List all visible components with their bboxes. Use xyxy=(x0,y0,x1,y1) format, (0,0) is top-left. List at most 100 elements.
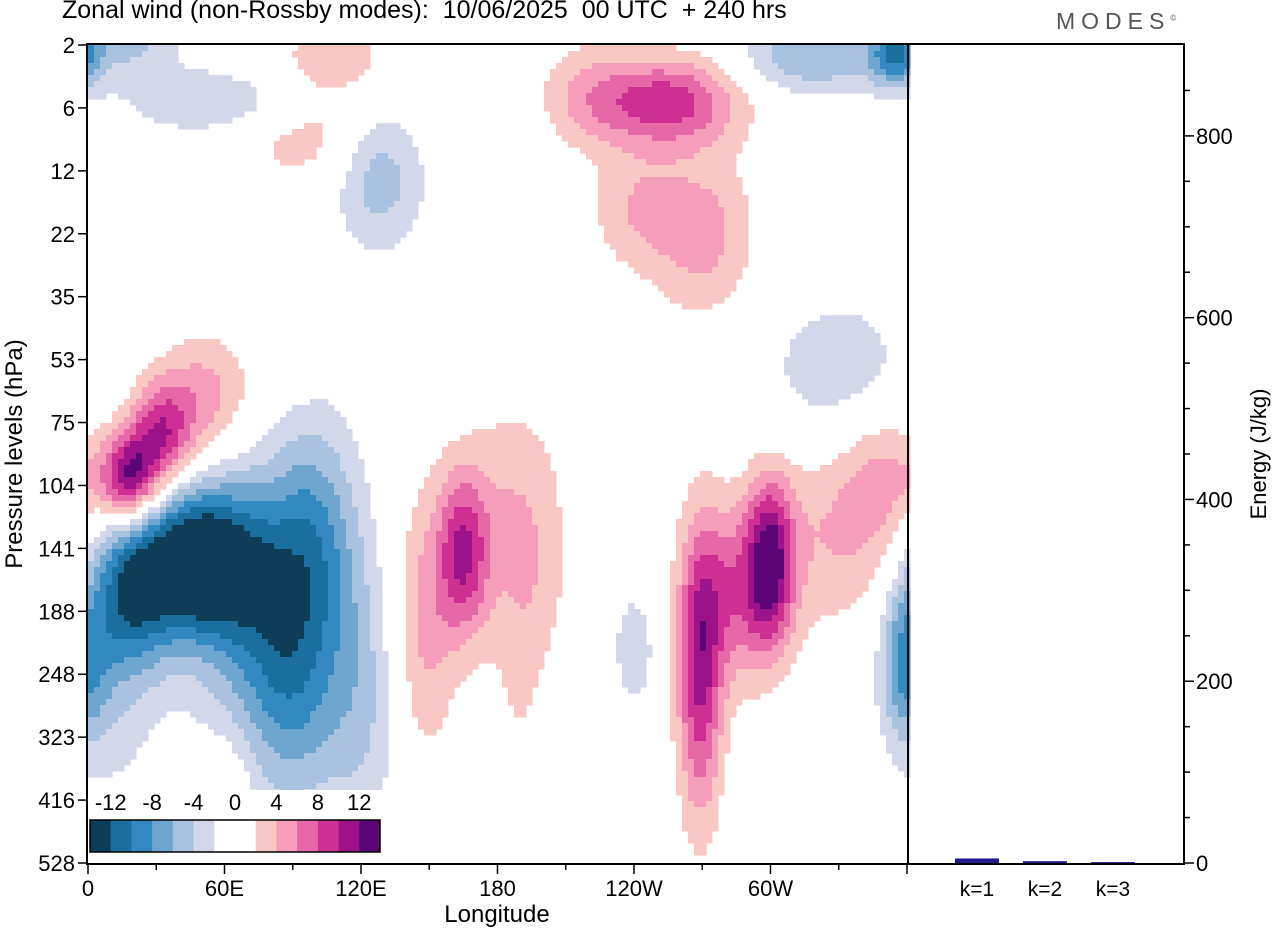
heatmap-cell xyxy=(616,117,623,124)
heatmap-cell xyxy=(304,147,311,154)
heatmap-cell xyxy=(130,465,137,472)
heatmap-cell xyxy=(358,225,365,232)
heatmap-cell xyxy=(310,585,317,592)
heatmap-cell xyxy=(304,45,311,52)
heatmap-cell xyxy=(478,513,485,520)
heatmap-cell xyxy=(628,141,635,148)
heatmap-cell xyxy=(190,363,197,370)
heatmap-cell xyxy=(586,153,593,160)
heatmap-cell xyxy=(274,501,281,508)
heatmap-cell xyxy=(166,351,173,358)
heatmap-cell xyxy=(352,201,359,208)
heatmap-cell xyxy=(862,345,869,352)
heatmap-cell xyxy=(370,567,377,574)
heatmap-cell xyxy=(754,543,761,550)
heatmap-cell xyxy=(868,573,875,580)
heatmap-cell xyxy=(118,405,125,412)
heatmap-cell xyxy=(178,507,185,514)
heatmap-cell xyxy=(232,519,239,526)
heatmap-cell xyxy=(406,537,413,544)
heatmap-cell xyxy=(718,531,725,538)
heatmap-cell xyxy=(274,585,281,592)
heatmap-cell xyxy=(346,573,353,580)
heatmap-cell xyxy=(826,87,833,94)
heatmap-cell xyxy=(472,435,479,442)
heatmap-cell xyxy=(694,303,701,310)
heatmap-cell xyxy=(214,423,221,430)
heatmap-cell xyxy=(790,57,797,64)
heatmap-cell xyxy=(256,471,263,478)
heatmap-cell xyxy=(496,543,503,550)
heatmap-cell xyxy=(406,549,413,556)
heatmap-cell xyxy=(124,405,131,412)
heatmap-cell xyxy=(226,417,233,424)
heatmap-cell xyxy=(328,57,335,64)
heatmap-cell xyxy=(718,123,725,130)
heatmap-cell xyxy=(406,201,413,208)
heatmap-cell xyxy=(844,57,851,64)
heatmap-cell xyxy=(418,567,425,574)
heatmap-cell xyxy=(328,495,335,502)
heatmap-cell xyxy=(454,453,461,460)
heatmap-cell xyxy=(88,585,95,592)
heatmap-cell xyxy=(196,417,203,424)
heatmap-cell xyxy=(550,477,557,484)
heatmap-cell xyxy=(424,561,431,568)
heatmap-cell xyxy=(340,57,347,64)
heatmap-cell xyxy=(202,117,209,124)
heatmap-cell xyxy=(412,561,419,568)
heatmap-cell xyxy=(124,555,131,562)
heatmap-cell xyxy=(850,75,857,82)
heatmap-cell xyxy=(406,219,413,226)
heatmap-cell xyxy=(436,477,443,484)
heatmap-cell xyxy=(832,579,839,586)
heatmap-cell xyxy=(610,171,617,178)
heatmap-cell xyxy=(328,555,335,562)
heatmap-cell xyxy=(730,237,737,244)
heatmap-cell xyxy=(226,537,233,544)
heatmap-cell xyxy=(292,483,299,490)
heatmap-cell xyxy=(880,87,887,94)
heatmap-cell xyxy=(496,459,503,466)
heatmap-cell xyxy=(832,321,839,328)
heatmap-cell xyxy=(676,159,683,166)
heatmap-cell xyxy=(640,153,647,160)
heatmap-cell xyxy=(886,531,893,538)
heatmap-cell xyxy=(136,87,143,94)
heatmap-cell xyxy=(478,483,485,490)
heatmap-cell xyxy=(586,81,593,88)
heatmap-cell xyxy=(802,573,809,580)
heatmap-cell xyxy=(160,519,167,526)
heatmap-cell xyxy=(844,381,851,388)
heatmap-cell xyxy=(754,465,761,472)
heatmap-cell xyxy=(328,447,335,454)
heatmap-cell xyxy=(154,369,161,376)
heatmap-cell xyxy=(202,111,209,118)
heatmap-cell xyxy=(646,261,653,268)
heatmap-cell xyxy=(322,495,329,502)
heatmap-cell xyxy=(598,87,605,94)
heatmap-cell xyxy=(706,201,713,208)
heatmap-cell xyxy=(190,117,197,124)
heatmap-cell xyxy=(730,141,737,148)
heatmap-cell xyxy=(526,471,533,478)
heatmap-cell xyxy=(154,489,161,496)
heatmap-cell xyxy=(862,477,869,484)
heatmap-cell xyxy=(532,555,539,562)
heatmap-cell xyxy=(124,471,131,478)
heatmap-cell xyxy=(142,495,149,502)
heatmap-cell xyxy=(328,405,335,412)
heatmap-cell xyxy=(802,69,809,76)
heatmap-cell xyxy=(616,171,623,178)
heatmap-cell xyxy=(142,75,149,82)
heatmap-cell xyxy=(184,411,191,418)
heatmap-cell xyxy=(478,579,485,586)
heatmap-cell xyxy=(556,525,563,532)
heatmap-cell xyxy=(742,531,749,538)
heatmap-cell xyxy=(316,453,323,460)
heatmap-cell xyxy=(514,555,521,562)
heatmap-cell xyxy=(856,375,863,382)
heatmap-cell xyxy=(592,135,599,142)
heatmap-cell xyxy=(724,177,731,184)
heatmap-cell xyxy=(202,69,209,76)
